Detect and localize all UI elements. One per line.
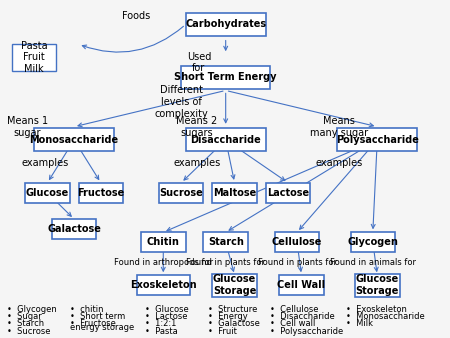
- Text: •  Polysaccharide: • Polysaccharide: [270, 327, 343, 336]
- Text: Sucrose: Sucrose: [159, 188, 203, 198]
- Text: •  Milk: • Milk: [346, 319, 373, 329]
- Text: •  Glucose: • Glucose: [145, 305, 189, 314]
- Text: •  Monosaccharide: • Monosaccharide: [346, 312, 425, 321]
- Text: Cell Wall: Cell Wall: [277, 280, 325, 290]
- FancyBboxPatch shape: [141, 232, 185, 252]
- Text: Found in plants for: Found in plants for: [257, 258, 337, 267]
- FancyBboxPatch shape: [159, 183, 203, 202]
- Text: Disaccharide: Disaccharide: [190, 135, 261, 145]
- FancyBboxPatch shape: [275, 232, 320, 252]
- Text: •  Energy: • Energy: [208, 312, 248, 321]
- Text: Means 2
sugars: Means 2 sugars: [176, 116, 217, 138]
- Text: •  chitin: • chitin: [70, 305, 103, 314]
- FancyBboxPatch shape: [79, 183, 123, 202]
- Text: Means
many sugar: Means many sugar: [310, 116, 369, 138]
- Text: •  Cell wall: • Cell wall: [270, 319, 315, 329]
- FancyBboxPatch shape: [266, 183, 310, 202]
- Text: •  Sucrose: • Sucrose: [7, 327, 51, 336]
- Text: Exoskeleton: Exoskeleton: [130, 280, 197, 290]
- Text: •  Glycogen: • Glycogen: [7, 305, 57, 314]
- FancyBboxPatch shape: [181, 66, 270, 89]
- Text: Starch: Starch: [208, 237, 243, 247]
- Text: Glucose
Storage: Glucose Storage: [213, 274, 256, 296]
- FancyBboxPatch shape: [337, 128, 418, 151]
- Text: Glucose
Storage: Glucose Storage: [356, 274, 399, 296]
- FancyBboxPatch shape: [12, 44, 56, 71]
- Text: examples: examples: [316, 158, 363, 168]
- Text: •  Cellulose: • Cellulose: [270, 305, 319, 314]
- Text: Fructose: Fructose: [77, 188, 125, 198]
- FancyBboxPatch shape: [212, 183, 257, 202]
- Text: •  Fructose: • Fructose: [70, 319, 116, 329]
- Text: •  1:2:1: • 1:2:1: [145, 319, 177, 329]
- Text: Monosaccharide: Monosaccharide: [30, 135, 119, 145]
- Text: •  Pasta: • Pasta: [145, 327, 178, 336]
- Text: •  Fruit: • Fruit: [208, 327, 237, 336]
- Text: •  Starch: • Starch: [7, 319, 45, 329]
- Text: Found in arthropods for: Found in arthropods for: [114, 258, 213, 267]
- Text: Pasta
Fruit
Milk: Pasta Fruit Milk: [21, 41, 47, 74]
- Text: •  Galactose: • Galactose: [208, 319, 260, 329]
- Text: Lactose: Lactose: [267, 188, 309, 198]
- Text: Found in plants for: Found in plants for: [186, 258, 265, 267]
- FancyBboxPatch shape: [52, 219, 96, 239]
- Text: Foods: Foods: [122, 11, 151, 21]
- Text: Found in animals for: Found in animals for: [330, 258, 416, 267]
- Text: Maltose: Maltose: [213, 188, 256, 198]
- FancyBboxPatch shape: [351, 232, 395, 252]
- Text: Carbohydrates: Carbohydrates: [185, 20, 266, 29]
- Text: •  Exoskeleton: • Exoskeleton: [346, 305, 407, 314]
- Text: •  Sugar: • Sugar: [7, 312, 42, 321]
- Text: •  Disaccharide: • Disaccharide: [270, 312, 335, 321]
- Text: Short Term Energy: Short Term Energy: [175, 72, 277, 82]
- FancyBboxPatch shape: [185, 128, 266, 151]
- Text: Different
levels of
complexity: Different levels of complexity: [154, 86, 208, 119]
- Text: •  Lactose: • Lactose: [145, 312, 188, 321]
- Text: Glycogen: Glycogen: [347, 237, 398, 247]
- Text: •  Structure: • Structure: [208, 305, 257, 314]
- Text: Galactose: Galactose: [47, 224, 101, 234]
- Text: Polysaccharide: Polysaccharide: [336, 135, 418, 145]
- FancyBboxPatch shape: [355, 273, 400, 297]
- FancyBboxPatch shape: [25, 183, 70, 202]
- FancyBboxPatch shape: [136, 275, 190, 295]
- Text: •  Short term
energy storage: • Short term energy storage: [70, 312, 134, 332]
- Text: Chitin: Chitin: [147, 237, 180, 247]
- FancyBboxPatch shape: [34, 128, 114, 151]
- Text: Glucose: Glucose: [26, 188, 69, 198]
- FancyBboxPatch shape: [203, 232, 248, 252]
- FancyBboxPatch shape: [212, 273, 257, 297]
- FancyBboxPatch shape: [185, 13, 266, 36]
- FancyBboxPatch shape: [279, 275, 324, 295]
- Text: Means 1
sugar: Means 1 sugar: [7, 116, 48, 138]
- Text: Used
for: Used for: [187, 52, 211, 73]
- Text: Cellulose: Cellulose: [272, 237, 322, 247]
- Text: examples: examples: [22, 158, 69, 168]
- Text: examples: examples: [173, 158, 220, 168]
